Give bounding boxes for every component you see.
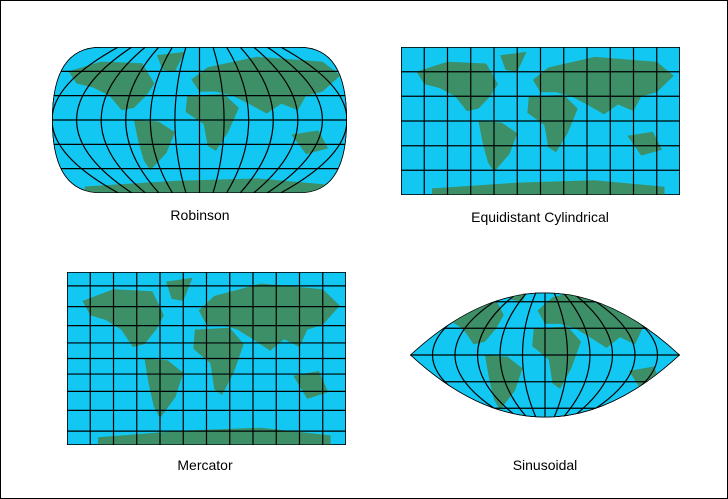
map-label: Equidistant Cylindrical: [471, 209, 609, 225]
map: [67, 272, 346, 445]
map-label: Sinusoidal: [513, 457, 578, 473]
map-label: Mercator: [177, 457, 233, 473]
outline: [410, 292, 680, 418]
meridian: [52, 47, 119, 193]
outline: [52, 47, 347, 193]
map: [52, 47, 347, 193]
map-label: Robinson: [170, 207, 229, 223]
map: [401, 47, 680, 195]
meridian: [280, 47, 347, 193]
